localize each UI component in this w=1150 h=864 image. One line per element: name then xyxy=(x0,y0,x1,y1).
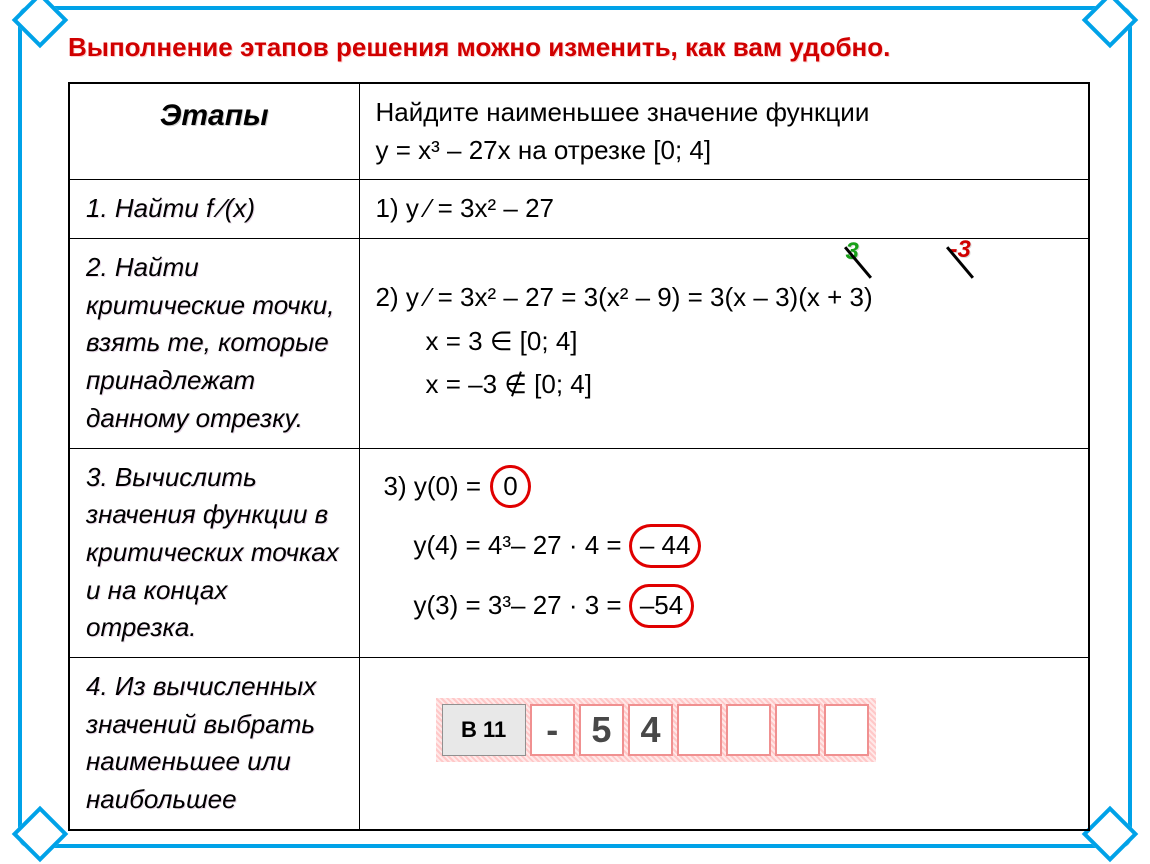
problem-statement: Найдите наименьшее значение функции y = … xyxy=(359,83,1089,180)
step4-label: 4. Из вычисленных значений выбрать наиме… xyxy=(69,657,359,829)
step3-y3-val: –54 xyxy=(629,584,694,628)
step1-work: 1) y ⁄ = 3x² – 27 xyxy=(359,180,1089,239)
step3-y0-val: 0 xyxy=(490,465,530,509)
step4-answer: В 11 - 5 4 xyxy=(359,657,1089,829)
step3-y4-lhs: y(4) = 4³– 27 · 4 = xyxy=(414,530,629,560)
page-header: Выполнение этапов решения можно изменить… xyxy=(68,32,1088,63)
step2-line1: 2) y ⁄ = 3x² – 27 = 3(x² – 9) = 3(x – 3)… xyxy=(376,282,873,312)
col-header-steps: Этапы xyxy=(69,83,359,180)
answer-cell-3 xyxy=(677,704,722,756)
step1-label: 1. Найти f ⁄(x) xyxy=(69,180,359,239)
problem-line2: y = x³ – 27x на отрезке [0; 4] xyxy=(376,135,712,165)
step2-label: 2. Найти критические точки, взять те, ко… xyxy=(69,239,359,448)
step2-line2: x = 3 ∈ [0; 4] xyxy=(426,323,1073,361)
answer-box: В 11 - 5 4 xyxy=(436,698,876,762)
step3-y3-lhs: y(3) = 3³– 27 · 3 = xyxy=(414,590,622,620)
problem-line1: Найдите наименьшее значение функции xyxy=(376,97,870,127)
answer-cell-1: 5 xyxy=(579,704,624,756)
step2-work: 3 -3 2) y ⁄ = 3x² – 27 = 3(x² – 9) = 3(x… xyxy=(359,239,1089,448)
answer-cell-4 xyxy=(726,704,771,756)
answer-cell-0: - xyxy=(530,704,575,756)
step3-work: 3) y(0) = 0 y(4) = 4³– 27 · 4 = – 44 y(3… xyxy=(359,448,1089,657)
answer-cell-5 xyxy=(775,704,820,756)
step3-label: 3. Вычислить значения функции в критичес… xyxy=(69,448,359,657)
answer-cell-2: 4 xyxy=(628,704,673,756)
step2-line3: x = –3 ∉ [0; 4] xyxy=(426,366,1073,404)
answer-label: В 11 xyxy=(442,704,526,756)
solution-table: Этапы Найдите наименьшее значение функци… xyxy=(68,82,1090,831)
step3-y0-lhs: 3) y(0) = xyxy=(384,471,489,501)
step3-y4-val: – 44 xyxy=(629,524,702,568)
answer-cell-6 xyxy=(824,704,869,756)
